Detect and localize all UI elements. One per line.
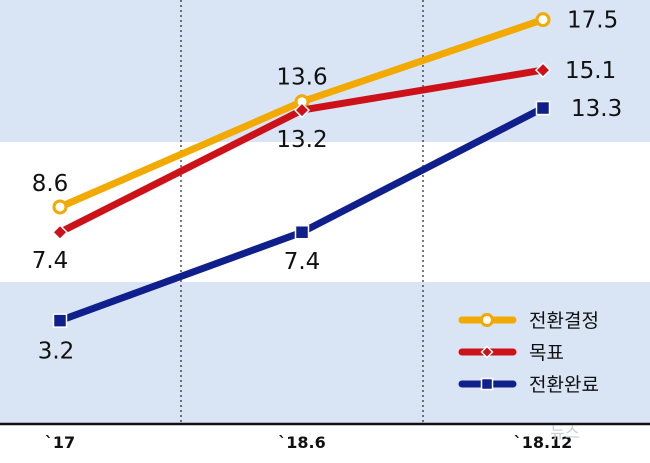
series-target: 7.4 13.2 15.1: [32, 58, 617, 274]
vertical-gridlines: [180, 0, 424, 424]
data-label-completion: 7.4: [284, 249, 321, 275]
watermark: 뉴스: [550, 423, 579, 442]
x-tick-label: `17: [45, 433, 75, 452]
legend-swatch-marker: [480, 377, 494, 391]
legend-label: 전환결정: [529, 310, 599, 332]
data-label-decision: 17.5: [567, 8, 618, 34]
data-point-completion: [294, 224, 310, 240]
legend-swatch-marker: [480, 313, 494, 327]
legend-swatch-marker: [480, 345, 494, 359]
data-label-completion: 3.2: [38, 339, 75, 365]
data-label-completion: 13.3: [571, 96, 622, 122]
legend-item-target: 목표: [458, 342, 564, 364]
legend-item-completion: 전환완료: [458, 374, 599, 396]
data-point-completion: [52, 313, 68, 328]
series-layer: 8.6 13.6 17.5 7.4 13.2 15.1 3.2 7.4 13.3: [32, 8, 623, 365]
x-tick-label: `18.6: [278, 433, 325, 452]
series-completion: 3.2 7.4 13.3: [38, 96, 623, 365]
data-point-completion: [535, 100, 551, 116]
data-point-target: [293, 102, 311, 119]
x-tick-label: `18.12: [514, 433, 573, 452]
legend-item-decision: 전환결정: [458, 310, 599, 332]
legend-label: 전환완료: [529, 374, 599, 396]
x-axis-ticks: `17 `18.6 `18.12: [45, 433, 572, 452]
data-label-decision: 13.6: [276, 65, 327, 91]
series-decision: 8.6 13.6 17.5: [32, 8, 618, 215]
data-point-decision: [535, 12, 551, 28]
data-point-decision: [52, 199, 68, 215]
data-label-target: 7.4: [32, 248, 69, 274]
data-label-decision: 8.6: [32, 171, 69, 197]
data-point-target: [51, 224, 69, 241]
data-label-target: 15.1: [565, 58, 616, 84]
data-label-target: 13.2: [276, 127, 327, 153]
legend-label: 목표: [529, 342, 564, 364]
data-point-target: [534, 62, 552, 79]
